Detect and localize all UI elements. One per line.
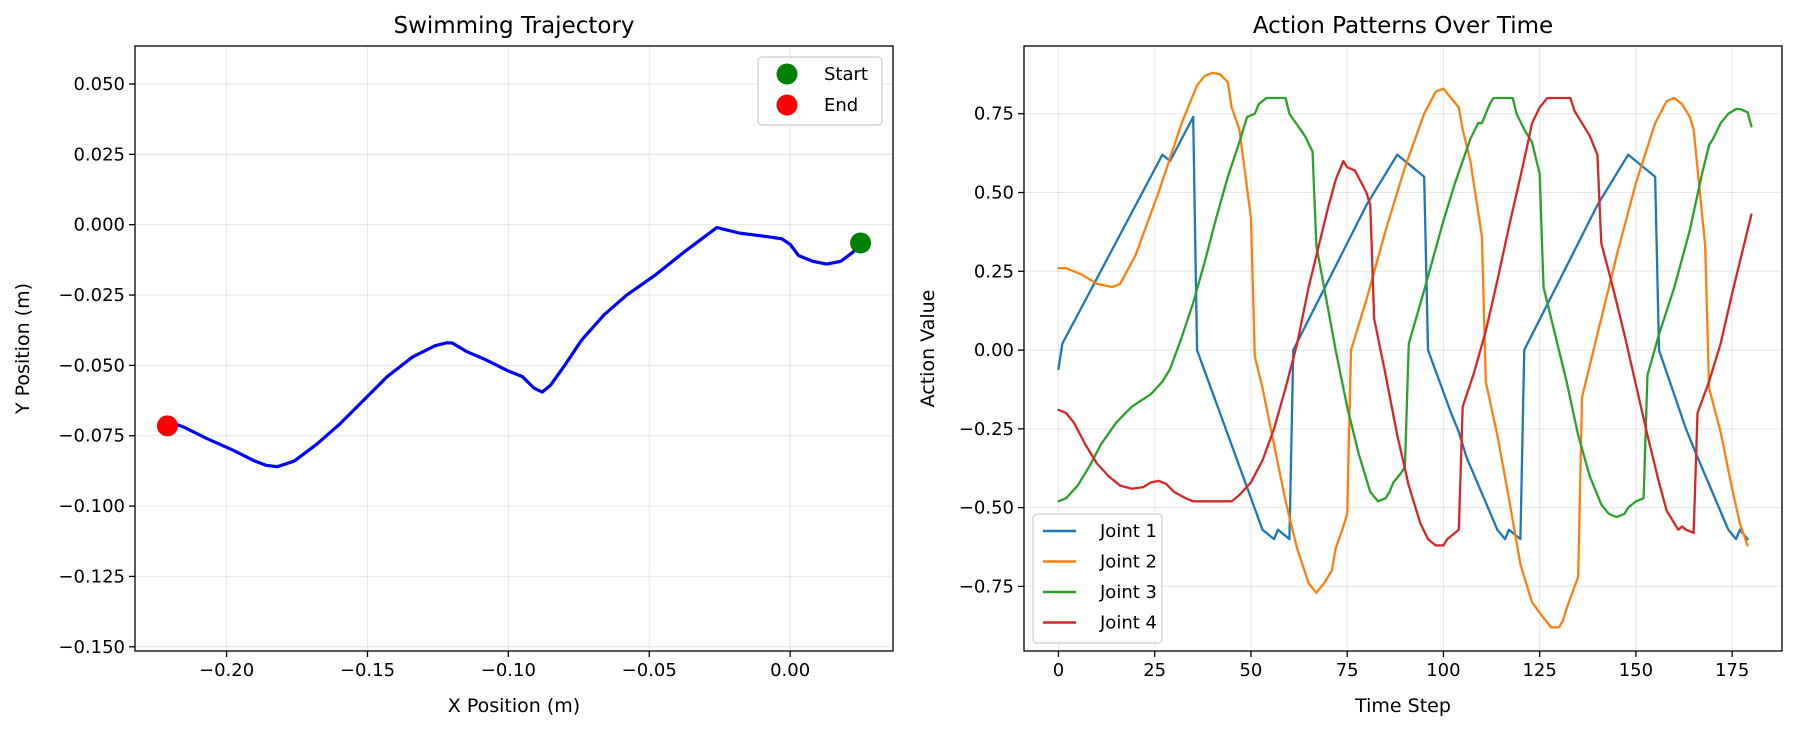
axes-frame [1023, 45, 1783, 652]
x-axis-label: Time Step [1354, 695, 1451, 717]
plot-title: Action Patterns Over Time [1253, 13, 1553, 39]
y-axis-label: Y Position (m) [12, 283, 34, 415]
x-tick-label: 175 [1715, 660, 1749, 681]
trajectory-plot: −0.20 −0.15 −0.10 −0.05 0.00 −0.150 −0.125 −0.1… [12, 13, 894, 717]
y-tick-label: −0.125 [58, 566, 125, 587]
y-tick-label: 0.50 [974, 183, 1014, 204]
x-tick-label: 0.00 [770, 660, 810, 681]
legend: Start End [757, 56, 883, 126]
y-tick-label: 0.025 [73, 144, 125, 165]
y-tick-label: 0.25 [974, 261, 1014, 282]
y-tick-label: −0.25 [959, 419, 1014, 440]
y-tick-label: −0.075 [58, 426, 125, 447]
legend-marker [776, 63, 798, 85]
y-tick-label: 0.00 [974, 340, 1014, 361]
plot-area [1057, 71, 1753, 629]
y-tick-label: −0.50 [959, 498, 1014, 519]
action-patterns-plot: 0 25 50 75 100 125 150 175 −0.75 −0.50 −0.25 0.00 0.… [917, 13, 1783, 717]
series-line-joint-2 [1057, 71, 1749, 629]
x-tick-label: 125 [1522, 660, 1556, 681]
x-tick-label: 150 [1619, 660, 1653, 681]
series-line-joint-3 [1057, 96, 1753, 519]
x-tick-label: −0.05 [622, 660, 677, 681]
plot-area [165, 225, 863, 469]
legend-label: End [824, 95, 858, 116]
legend-box [1032, 513, 1163, 644]
y-tick-label: 0.000 [73, 215, 125, 236]
x-tick-label: 50 [1239, 660, 1262, 681]
x-tick-label: −0.10 [481, 660, 536, 681]
y-tick-label: −0.75 [959, 576, 1014, 597]
x-tick-label: −0.20 [199, 660, 254, 681]
y-axis-label: Action Value [917, 290, 939, 408]
y-tick-label: −0.050 [58, 355, 125, 376]
y-tick-label: 0.75 [974, 104, 1014, 125]
y-tick-label: 0.050 [73, 74, 125, 95]
y-tick-label: −0.025 [58, 285, 125, 306]
legend-label: Joint 4 [1099, 613, 1157, 634]
legend-label: Joint 2 [1099, 552, 1157, 573]
x-tick-label: 75 [1336, 660, 1359, 681]
x-tick-label: 100 [1426, 660, 1460, 681]
legend-label: Start [824, 64, 868, 85]
x-tick-label: −0.15 [340, 660, 395, 681]
x-axis-label: X Position (m) [448, 695, 580, 717]
y-tick-label: −0.150 [58, 637, 125, 658]
series-line-joint-1 [1057, 115, 1749, 541]
legend-label: Joint 1 [1099, 521, 1157, 542]
series-line-joint-4 [1057, 96, 1753, 547]
marker-start [850, 232, 872, 254]
legend-marker [776, 94, 798, 116]
legend-label: Joint 3 [1099, 582, 1157, 603]
axes-frame [134, 45, 894, 652]
marker-end [156, 415, 178, 437]
plot-title: Swimming Trajectory [393, 13, 634, 39]
legend: Joint 1 Joint 2 Joint 3 Joint 4 [1032, 513, 1163, 644]
x-tick-label: 25 [1143, 660, 1166, 681]
trajectory-line [165, 225, 863, 469]
x-tick-label: 0 [1053, 660, 1064, 681]
y-tick-label: −0.100 [58, 496, 125, 517]
